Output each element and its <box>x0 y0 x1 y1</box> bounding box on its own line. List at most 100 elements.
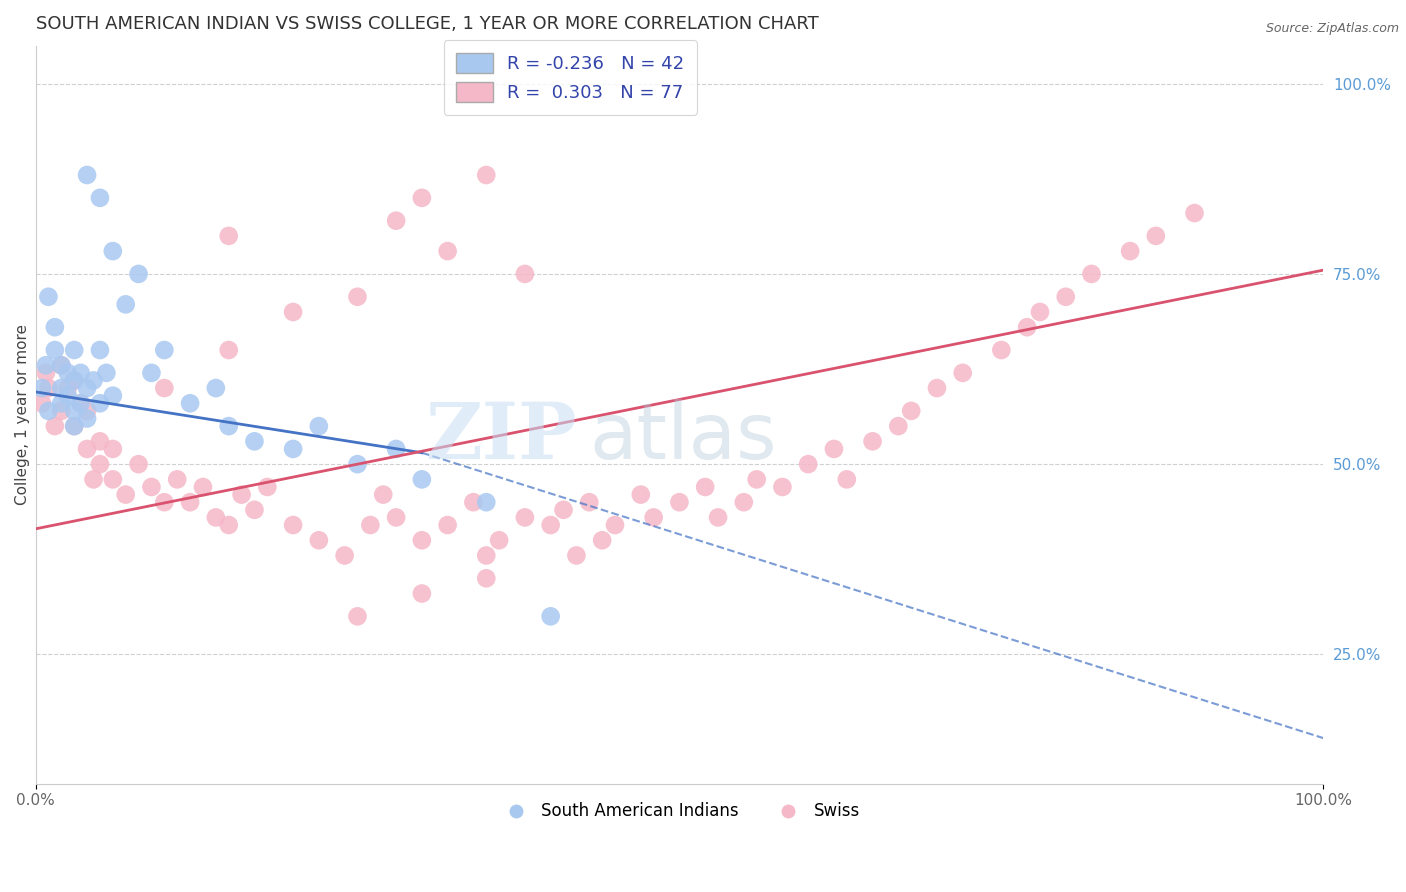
Point <box>333 549 356 563</box>
Point <box>218 518 240 533</box>
Point <box>63 374 86 388</box>
Point <box>900 404 922 418</box>
Point <box>411 191 433 205</box>
Point <box>101 389 124 403</box>
Point <box>37 404 59 418</box>
Point <box>51 404 73 418</box>
Point <box>56 381 79 395</box>
Point <box>63 419 86 434</box>
Point <box>745 472 768 486</box>
Point <box>83 472 105 486</box>
Point <box>89 343 111 357</box>
Point <box>385 442 408 456</box>
Point <box>243 434 266 449</box>
Y-axis label: College, 1 year or more: College, 1 year or more <box>15 324 30 505</box>
Point <box>63 419 86 434</box>
Point <box>733 495 755 509</box>
Point <box>513 510 536 524</box>
Point <box>37 381 59 395</box>
Point <box>1029 305 1052 319</box>
Point <box>51 358 73 372</box>
Point <box>51 381 73 395</box>
Point <box>76 381 98 395</box>
Point <box>63 343 86 357</box>
Point <box>114 297 136 311</box>
Point <box>1144 228 1167 243</box>
Point <box>411 586 433 600</box>
Point <box>205 510 228 524</box>
Point <box>37 290 59 304</box>
Point <box>346 457 368 471</box>
Point <box>887 419 910 434</box>
Point <box>141 366 163 380</box>
Point <box>1184 206 1206 220</box>
Point <box>695 480 717 494</box>
Point <box>205 381 228 395</box>
Point <box>540 518 562 533</box>
Point <box>76 442 98 456</box>
Point <box>218 419 240 434</box>
Point <box>281 518 304 533</box>
Point <box>51 396 73 410</box>
Point <box>179 396 201 410</box>
Point <box>668 495 690 509</box>
Point <box>114 487 136 501</box>
Point <box>1017 320 1039 334</box>
Text: atlas: atlas <box>589 399 776 475</box>
Point <box>770 480 793 494</box>
Point <box>101 472 124 486</box>
Point <box>373 487 395 501</box>
Point <box>69 396 91 410</box>
Point <box>952 366 974 380</box>
Point <box>69 366 91 380</box>
Point <box>243 503 266 517</box>
Point <box>411 533 433 548</box>
Point <box>153 495 176 509</box>
Point <box>76 411 98 425</box>
Point <box>231 487 253 501</box>
Point <box>89 457 111 471</box>
Point <box>1054 290 1077 304</box>
Point <box>1119 244 1142 259</box>
Point <box>475 168 498 182</box>
Point <box>35 366 58 380</box>
Point <box>89 396 111 410</box>
Point <box>281 305 304 319</box>
Point <box>89 191 111 205</box>
Point <box>835 472 858 486</box>
Point <box>128 457 150 471</box>
Point <box>31 381 53 395</box>
Point <box>643 510 665 524</box>
Point <box>578 495 600 509</box>
Point <box>141 480 163 494</box>
Point <box>101 442 124 456</box>
Point <box>553 503 575 517</box>
Point <box>463 495 485 509</box>
Point <box>925 381 948 395</box>
Point <box>179 495 201 509</box>
Text: SOUTH AMERICAN INDIAN VS SWISS COLLEGE, 1 YEAR OR MORE CORRELATION CHART: SOUTH AMERICAN INDIAN VS SWISS COLLEGE, … <box>35 15 818 33</box>
Point <box>475 549 498 563</box>
Point <box>51 358 73 372</box>
Point <box>218 228 240 243</box>
Point <box>862 434 884 449</box>
Point <box>707 510 730 524</box>
Point <box>797 457 820 471</box>
Point <box>256 480 278 494</box>
Point <box>990 343 1012 357</box>
Point <box>385 213 408 227</box>
Point <box>89 434 111 449</box>
Point <box>308 419 330 434</box>
Point <box>359 518 381 533</box>
Legend: South American Indians, Swiss: South American Indians, Swiss <box>492 796 866 827</box>
Point <box>96 366 118 380</box>
Point <box>475 571 498 585</box>
Point <box>603 518 626 533</box>
Point <box>69 396 91 410</box>
Point <box>63 374 86 388</box>
Point <box>436 518 458 533</box>
Text: Source: ZipAtlas.com: Source: ZipAtlas.com <box>1265 22 1399 36</box>
Point <box>1080 267 1102 281</box>
Point <box>56 389 79 403</box>
Point <box>513 267 536 281</box>
